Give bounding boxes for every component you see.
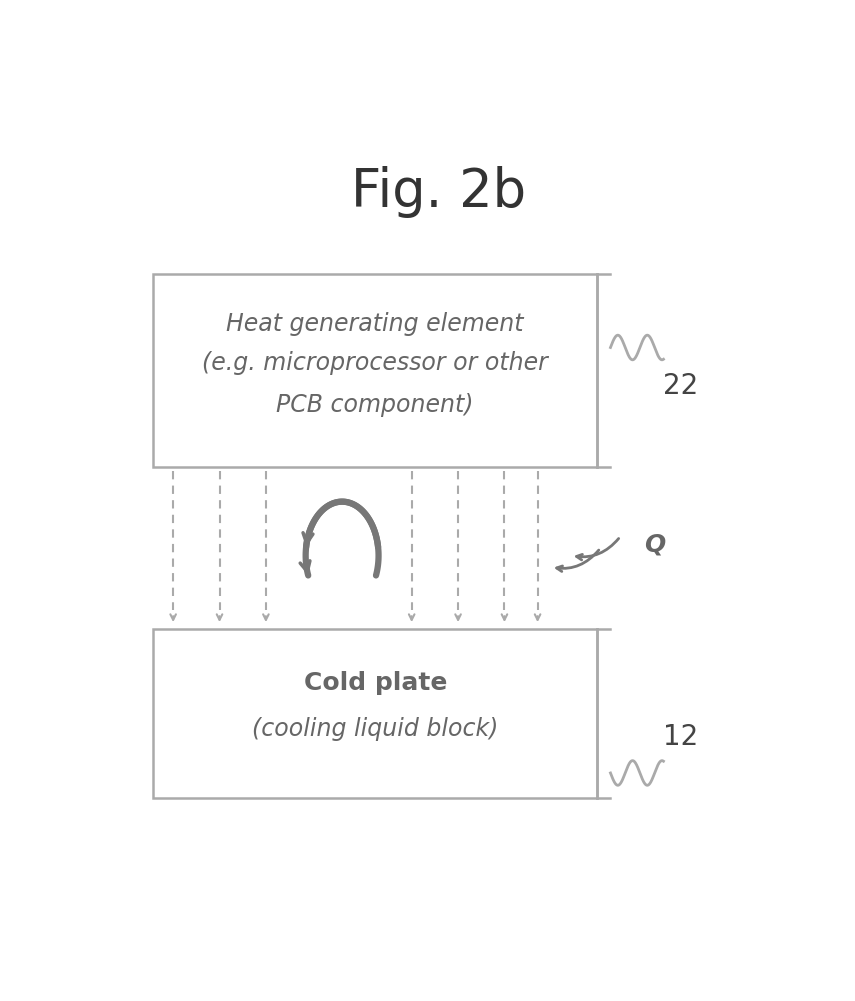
Text: 22: 22 bbox=[663, 372, 699, 400]
Text: PCB component): PCB component) bbox=[276, 393, 474, 417]
Text: 12: 12 bbox=[663, 723, 699, 751]
Text: Q: Q bbox=[644, 533, 665, 556]
FancyBboxPatch shape bbox=[153, 629, 597, 799]
Text: Cold plate: Cold plate bbox=[304, 671, 447, 695]
Text: (cooling liquid block): (cooling liquid block) bbox=[252, 717, 498, 741]
Text: (e.g. microprocessor or other: (e.g. microprocessor or other bbox=[203, 351, 548, 375]
Text: Fig. 2b: Fig. 2b bbox=[351, 166, 526, 218]
Text: Heat generating element: Heat generating element bbox=[227, 312, 524, 336]
FancyBboxPatch shape bbox=[153, 274, 597, 466]
